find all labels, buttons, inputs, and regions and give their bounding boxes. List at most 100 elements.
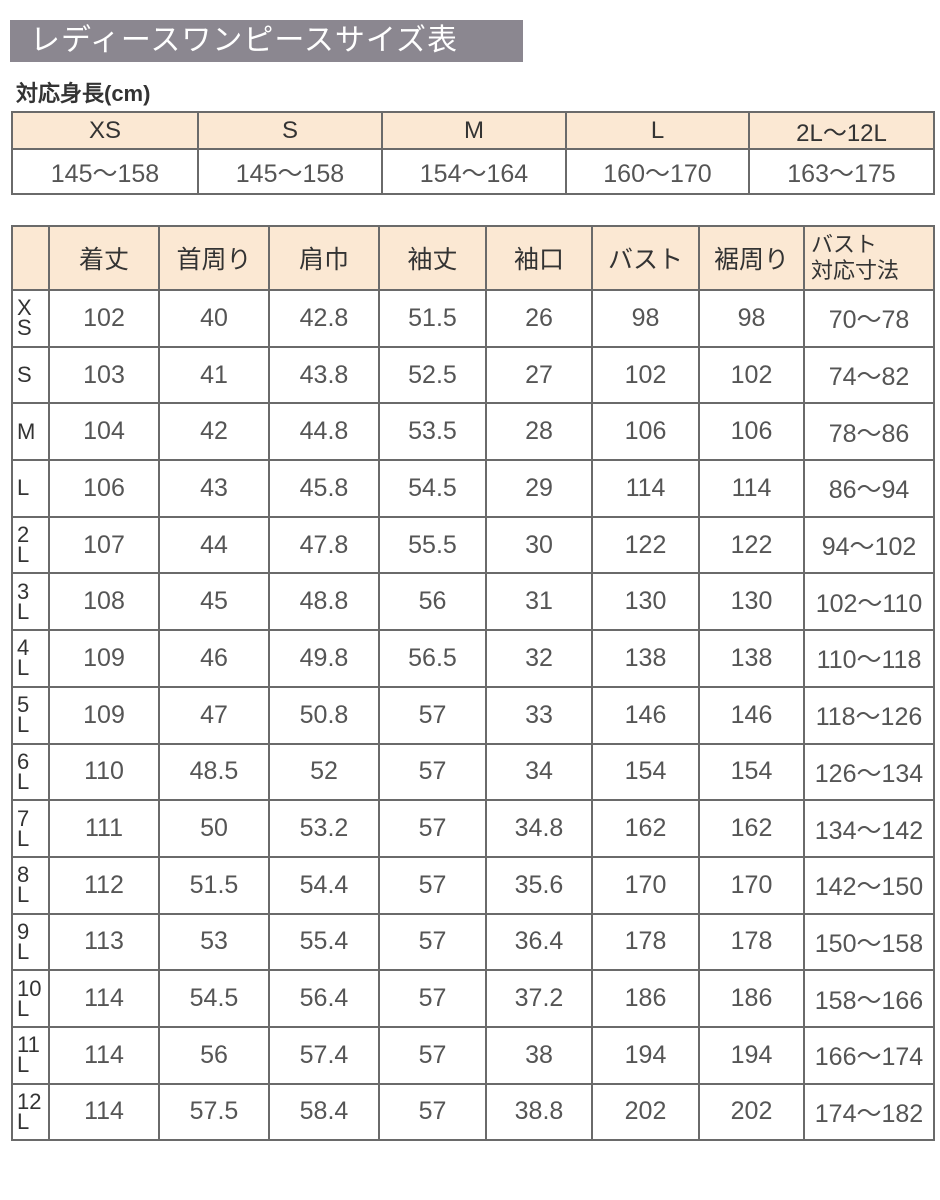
measurement-cell: 194 [591,1025,700,1085]
measurement-cell: 102 [48,289,160,348]
size-label-cell: 6 L [11,742,50,802]
measurement-cell: 112 [48,855,160,915]
measurement-cell: 146 [591,685,700,745]
measurement-cell: 57 [378,969,487,1028]
table-row: 3 L 108 45 48.8 56 31 130 130 102～110 [11,572,935,632]
height-range-cell: 145～158 [197,148,383,195]
size-label-cell: 2 L [11,515,50,575]
measurement-cell: 32 [485,629,593,688]
table-row: 10 L 114 54.5 56.4 57 37.2 186 186 158～166 [11,969,935,1028]
measurement-cell: 170 [698,855,805,915]
table-row: 5 L 109 47 50.8 57 33 146 146 118～126 [11,685,935,745]
measurement-cell: 54.5 [158,969,270,1028]
measurement-cell: 48.5 [158,742,270,802]
measurement-cell: 34.8 [485,799,593,858]
size-label-cell: M [11,402,50,462]
height-table: XS S M L 2L～12L 145～158 145～158 154～164 160～170… [11,111,935,195]
measurement-cell: 52.5 [378,345,487,405]
measurement-cell: 154 [591,742,700,802]
measurement-cell: 57 [378,742,487,802]
measurement-cell: 57 [378,799,487,858]
measurement-cell: 142～150 [803,855,935,915]
measurement-cell: 114 [698,459,805,518]
measurement-cell: 40 [158,289,270,348]
measurement-cell: 57 [378,1025,487,1085]
measurement-cell: 174～182 [803,1082,935,1142]
measurement-cell: 26 [485,289,593,348]
measurement-cell: 33 [485,685,593,745]
size-label-cell: 10 L [11,969,50,1028]
measurement-cell: 41 [158,345,270,405]
measurement-cell: 103 [48,345,160,405]
size-header: S [197,111,383,150]
measurement-cell: 106 [48,459,160,518]
measurement-cell: 102 [591,345,700,405]
measurement-cell: 54.4 [268,855,380,915]
measurement-cell: 51.5 [158,855,270,915]
measurement-cell: 47 [158,685,270,745]
size-label-cell: X S [11,289,50,348]
table-row: 8 L 112 51.5 54.4 57 35.6 170 170 142～150 [11,855,935,915]
table-row: L 106 43 45.8 54.5 29 114 114 86～94 [11,459,935,518]
measurement-cell: 114 [48,969,160,1028]
measurement-cell: 202 [698,1082,805,1142]
measurement-cell: 34 [485,742,593,802]
size-label-cell: 11 L [11,1025,50,1085]
measurement-cell: 78～86 [803,402,935,462]
measurement-cell: 44 [158,515,270,575]
table-row: M 104 42 44.8 53.5 28 106 106 78～86 [11,402,935,462]
measurement-cell: 45.8 [268,459,380,518]
table-row: 2 L 107 44 47.8 55.5 30 122 122 94～102 [11,515,935,575]
measurement-cell: 57 [378,685,487,745]
measurement-cell: 74～82 [803,345,935,405]
height-range-cell: 145～158 [11,148,199,195]
measurement-cell: 56.5 [378,629,487,688]
measurement-cell: 43 [158,459,270,518]
measurement-cell: 54.5 [378,459,487,518]
measurement-cell: 31 [485,572,593,632]
measurement-cell: 45 [158,572,270,632]
measurement-cell: 58.4 [268,1082,380,1142]
size-table: 着丈 首周り 肩巾 袖丈 袖口 バスト 裾周り バスト 対応寸法 X S 102 40 42.8 51… [11,225,935,1142]
measurement-cell: 113 [48,912,160,972]
measurement-cell: 110 [48,742,160,802]
measurement-cell: 70～78 [803,289,935,348]
measurement-cell: 126～134 [803,742,935,802]
measurement-cell: 94～102 [803,515,935,575]
height-range-cell: 154～164 [381,148,567,195]
measurement-cell: 114 [48,1025,160,1085]
size-header: L [565,111,750,150]
measurement-cell: 106 [591,402,700,462]
measurement-cell: 51.5 [378,289,487,348]
measurement-cell: 118～126 [803,685,935,745]
size-label-cell: L [11,459,50,518]
column-header: 首周り [158,225,270,291]
measurement-cell: 108 [48,572,160,632]
column-header: 袖口 [485,225,593,291]
column-header: バスト 対応寸法 [803,225,935,291]
size-table-header: 着丈 首周り 肩巾 袖丈 袖口 バスト 裾周り バスト 対応寸法 [11,225,935,291]
measurement-cell: 158～166 [803,969,935,1028]
measurement-cell: 122 [591,515,700,575]
size-label-cell: 7 L [11,799,50,858]
measurement-cell: 186 [698,969,805,1028]
measurement-cell: 150～158 [803,912,935,972]
size-header: XS [11,111,199,150]
measurement-cell: 53.2 [268,799,380,858]
measurement-cell: 138 [591,629,700,688]
measurement-cell: 186 [591,969,700,1028]
measurement-cell: 98 [698,289,805,348]
size-label-cell: 4 L [11,629,50,688]
measurement-cell: 57 [378,855,487,915]
table-row: 7 L 111 50 53.2 57 34.8 162 162 134～142 [11,799,935,858]
measurement-cell: 98 [591,289,700,348]
measurement-cell: 194 [698,1025,805,1085]
measurement-cell: 56 [378,572,487,632]
measurement-cell: 46 [158,629,270,688]
size-label-cell: 12 L [11,1082,50,1142]
measurement-cell: 130 [591,572,700,632]
measurement-cell: 56 [158,1025,270,1085]
measurement-cell: 47.8 [268,515,380,575]
size-header: M [381,111,567,150]
measurement-cell: 104 [48,402,160,462]
